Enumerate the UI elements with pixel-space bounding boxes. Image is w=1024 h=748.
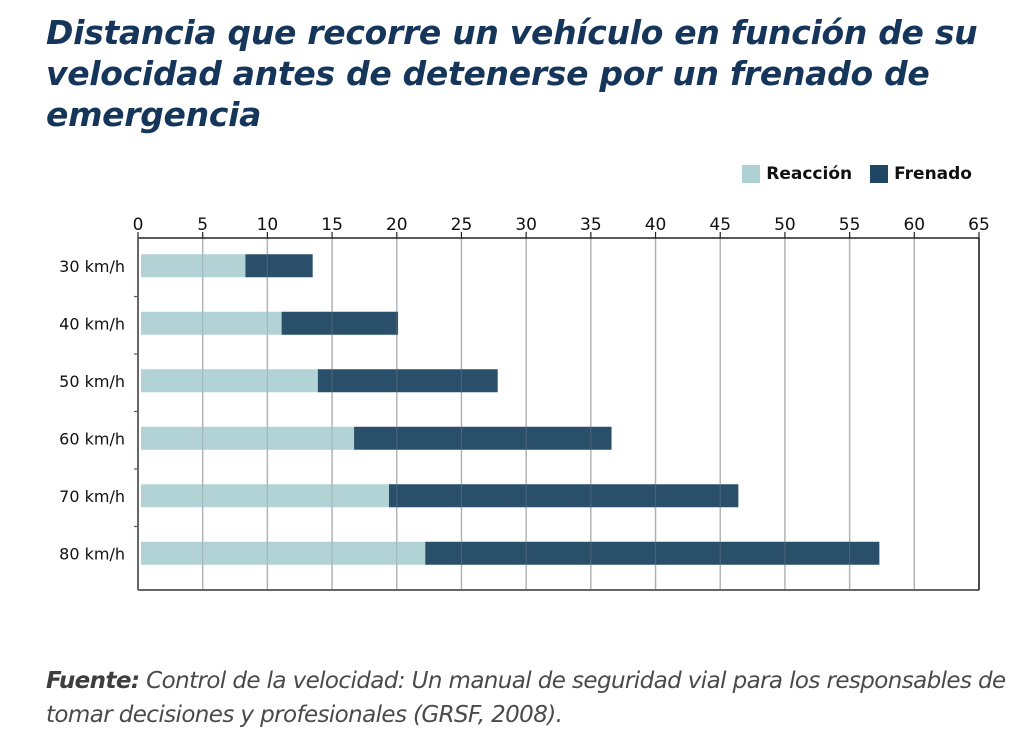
chart-title: Distancia que recorre un vehículo en fun… [46,13,978,134]
bar-reaccion [141,254,246,278]
x-tick-label: 40 [645,215,667,235]
legend-label-frenado: Frenado [894,164,972,184]
bar-reaccion [141,541,426,565]
bars [141,238,915,590]
x-tick-label: 25 [451,215,473,235]
y-category-labels: 30 km/h 40 km/h 50 km/h 60 km/h 70 km/h 80 km… [59,257,125,564]
bar-reaccion [141,311,282,335]
axes [134,232,980,591]
bar-frenado [389,484,739,508]
x-tick-label: 15 [321,215,343,235]
legend-label-reaccion: Reacción [766,164,853,184]
y-category-label: 70 km/h [59,487,125,506]
bar-frenado [354,426,612,450]
bar-reaccion [141,484,390,508]
x-tick-label: 45 [709,215,731,235]
bar-reaccion [141,369,318,393]
x-tick-label: 0 [133,215,144,235]
x-tick-label: 65 [968,215,990,235]
bar-frenado [281,311,399,335]
x-tick-label: 55 [839,215,861,235]
bar-frenado [245,254,313,278]
bar-frenado [425,541,880,565]
x-tick-label: 10 [257,215,279,235]
y-category-label: 50 km/h [59,372,125,391]
y-category-label: 60 km/h [59,429,125,448]
legend-swatch-reaccion [742,165,761,183]
source-note: Fuente: Control de la velocidad: Un manu… [46,664,1024,732]
x-tick-label: 50 [774,215,796,235]
legend-swatch-frenado [870,165,889,183]
x-tick-labels: 0 5 10 15 20 25 30 35 40 45 50 55 60 65 [133,215,990,235]
bar-frenado [317,369,498,393]
bar-reaccion [141,426,355,450]
x-tick-label: 5 [197,215,208,235]
x-tick-label: 30 [515,215,537,235]
y-category-label: 80 km/h [59,544,125,563]
x-tick-label: 20 [386,215,408,235]
source-label: Fuente: [46,668,140,694]
legend-item-reaccion: Reacción [742,164,852,184]
y-category-label: 30 km/h [59,257,125,276]
x-tick-label: 60 [903,215,925,235]
legend-item-frenado: Frenado [870,164,972,184]
y-category-label: 40 km/h [59,314,125,333]
x-tick-label: 35 [580,215,602,235]
legend: Reacción Frenado [724,164,972,184]
gridlines [201,238,916,590]
source-text: Control de la velocidad: Un manual de se… [46,668,1006,728]
